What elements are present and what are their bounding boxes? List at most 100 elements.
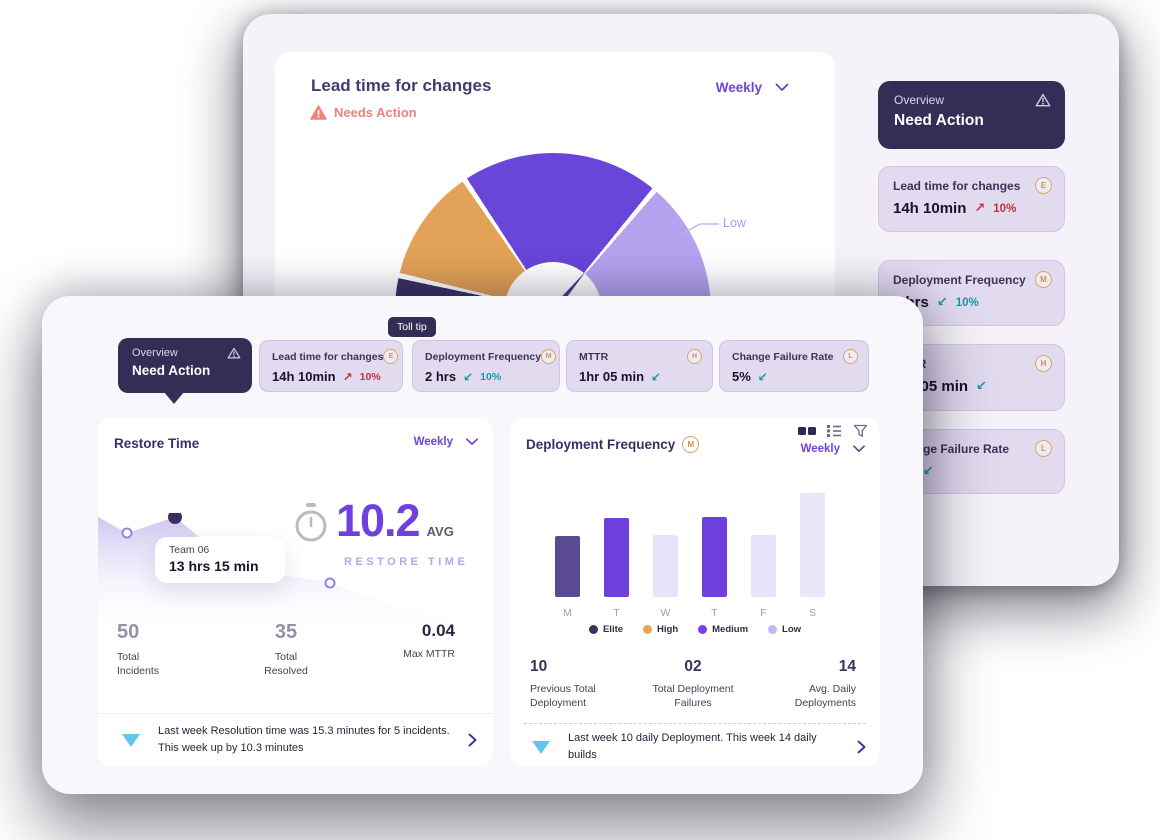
sidebar-metric-lead-time[interactable]: Lead time for changes E 14h 10min 10% <box>878 166 1065 232</box>
stat-value: 50 <box>117 621 140 643</box>
legend-dot <box>643 625 653 634</box>
tab-label: Deployment Frequency <box>425 350 542 363</box>
bar-column[interactable]: M <box>555 492 580 619</box>
tooltip-value: 13 hrs 15 min <box>169 558 259 574</box>
level-badge: M <box>541 349 557 364</box>
legend-item: Elite <box>588 624 624 635</box>
legend-label: Medium <box>712 624 749 635</box>
divider <box>98 713 493 714</box>
stat-label: Previous Total Deployment <box>530 683 596 710</box>
metric-delta: 10% <box>993 202 1017 215</box>
legend-item: Medium <box>698 624 748 635</box>
level-badge: H <box>1035 355 1052 372</box>
bar-day-label: T <box>613 607 620 619</box>
stat-label: Total Resolved <box>264 651 308 678</box>
metric-value: 14h 10min <box>893 200 967 217</box>
stat-value: 10 <box>530 658 548 675</box>
stat-avg-daily: 14 Avg. Daily Deployments <box>747 658 856 710</box>
tab-delta: 10% <box>359 370 381 383</box>
tab-change-failure-rate[interactable]: Change Failure Rate L 5% <box>719 340 869 392</box>
stat-value: 02 <box>684 658 702 675</box>
restore-period-dropdown[interactable]: Weekly <box>414 436 478 448</box>
note-text: Last week Resolution time was 15.3 minut… <box>158 724 450 754</box>
sidebar-overview-card[interactable]: Overview Need Action <box>878 81 1065 149</box>
trend-up-icon <box>974 202 985 215</box>
level-badge: L <box>843 349 858 364</box>
tab-overview-status: Need Action <box>132 363 211 378</box>
needs-action-status: Needs Action <box>310 105 417 120</box>
stat-previous-total: 10 Previous Total Deployment <box>530 658 639 710</box>
restore-note: Last week Resolution time was 15.3 minut… <box>98 714 493 766</box>
tab-mttr[interactable]: MTTR H 1hr 05 min <box>566 340 713 392</box>
bar-column[interactable]: T <box>604 492 629 619</box>
trend-down-icon <box>758 371 768 383</box>
sidebar-overview-label: Overview <box>894 93 945 107</box>
stat-label: Total Incidents <box>117 651 160 678</box>
triangle-down-icon <box>122 733 140 747</box>
deployment-period-dropdown[interactable]: Weekly <box>801 443 865 455</box>
bar-column[interactable]: S <box>800 492 825 619</box>
bar-column[interactable]: W <box>653 492 678 619</box>
tab-deployment-frequency[interactable]: Deployment Frequency M 2 hrs 10% <box>412 340 560 392</box>
trend-up-icon <box>343 371 353 383</box>
stat-value: 14 <box>838 658 857 675</box>
restore-period-value: Weekly <box>413 436 453 448</box>
dashed-divider <box>524 723 866 724</box>
tab-label: MTTR <box>579 350 609 363</box>
restore-time-panel: Restore Time Weekly Team 06 13 hrs 15 mi… <box>98 418 493 766</box>
bar[interactable] <box>702 517 727 597</box>
metric-label: Deployment Frequency <box>893 272 1026 287</box>
tab-value: 2 hrs <box>425 369 457 384</box>
lead-time-title: Lead time for changes <box>311 76 492 95</box>
tab-overview[interactable]: Overview Need Action <box>118 338 252 404</box>
tooltip-team: Team 06 <box>169 544 210 556</box>
bar-day-label: S <box>808 607 816 619</box>
stopwatch-icon <box>295 503 327 542</box>
bar[interactable] <box>751 535 776 597</box>
lead-period-dropdown[interactable]: Weekly <box>716 80 789 95</box>
legend-item: High <box>643 624 678 635</box>
bar-column[interactable]: F <box>751 492 776 619</box>
level-badge: M <box>1035 271 1052 288</box>
foreground-dashboard: Toll tip Overview Need Action Lead time … <box>42 296 923 794</box>
legend-dot <box>588 625 598 634</box>
restore-stats: 50 Total Incidents 35 Total Resolved 0.04 … <box>98 621 493 678</box>
legend-item: Low <box>768 624 801 635</box>
level-badge: H <box>687 349 702 364</box>
restore-title: Restore Time <box>114 436 200 451</box>
tooltip: Toll tip <box>388 317 436 337</box>
trend-down-icon <box>463 371 473 383</box>
chevron-right-icon[interactable] <box>468 733 477 747</box>
level-badge: E <box>1035 177 1052 194</box>
chart-point-hollow[interactable] <box>324 577 336 589</box>
deployment-title: Deployment Frequency M <box>526 436 700 453</box>
gauge-low-label: Low <box>723 216 746 230</box>
bar[interactable] <box>653 535 678 597</box>
legend-label: Elite <box>602 624 624 635</box>
stat-label: Avg. Daily Deployments <box>794 683 857 710</box>
trend-down-icon <box>937 296 948 309</box>
warning-outline-icon <box>1035 93 1051 107</box>
bar[interactable] <box>604 518 629 597</box>
metric-delta: 10% <box>955 296 979 309</box>
tab-delta: 10% <box>480 370 502 383</box>
bar[interactable] <box>800 493 825 597</box>
avg-caption: RESTORE TIME <box>344 556 469 568</box>
warning-triangle-icon <box>310 105 327 120</box>
filter-funnel-icon[interactable] <box>853 424 868 438</box>
trend-down-icon <box>976 380 987 393</box>
deployment-frequency-panel: Deployment Frequency M Weekly M T W T F S Eli… <box>510 418 880 766</box>
bar[interactable] <box>555 536 580 597</box>
chart-point-hollow[interactable] <box>121 527 133 539</box>
list-view-icon[interactable] <box>827 424 842 438</box>
chart-point-filled[interactable] <box>168 513 182 524</box>
cards-view-icon[interactable] <box>798 426 816 436</box>
stat-value: 0.04 <box>421 621 456 640</box>
bar-column[interactable]: T <box>702 492 727 619</box>
chevron-right-icon[interactable] <box>857 740 866 754</box>
tab-label: Change Failure Rate <box>732 350 834 363</box>
tab-lead-time[interactable]: Lead time for changes E 14h 10min 10% <box>259 340 403 392</box>
sidebar-overview-status: Need Action <box>894 112 984 129</box>
warning-outline-icon <box>227 347 241 359</box>
level-badge: L <box>1035 440 1052 457</box>
